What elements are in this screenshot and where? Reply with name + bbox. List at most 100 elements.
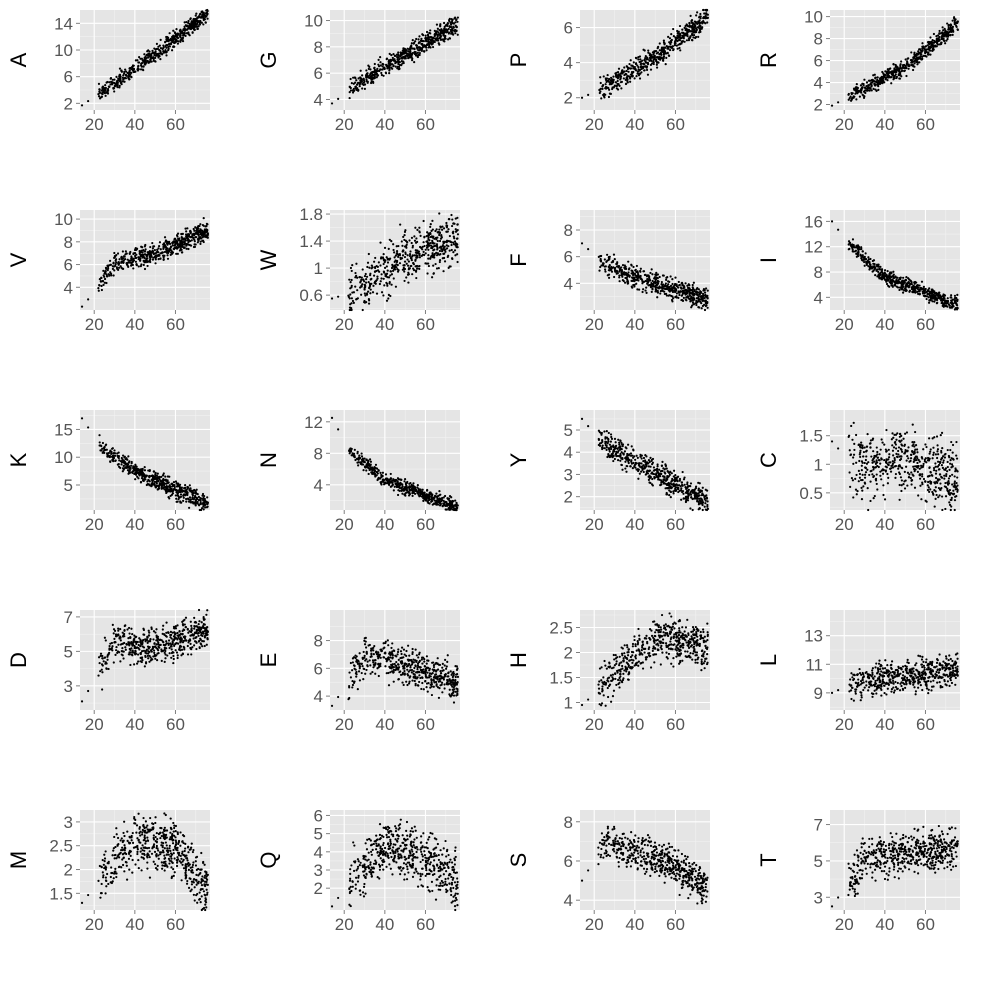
data-point: [664, 293, 666, 295]
data-point: [179, 32, 181, 34]
data-point: [193, 28, 195, 30]
data-point: [687, 295, 689, 297]
data-point: [361, 74, 363, 76]
data-point: [933, 296, 935, 298]
data-point: [933, 42, 935, 44]
data-point: [98, 290, 100, 292]
data-point: [699, 13, 701, 15]
data-point: [655, 289, 657, 291]
data-point: [697, 36, 699, 38]
data-point: [380, 280, 382, 282]
data-point: [892, 276, 894, 278]
data-point: [622, 264, 624, 266]
data-point: [587, 248, 589, 250]
data-point: [391, 273, 393, 275]
data-point: [119, 67, 121, 69]
data-point: [391, 59, 393, 61]
data-point: [900, 287, 902, 289]
data-point: [369, 286, 371, 288]
data-point: [887, 270, 889, 272]
data-point: [599, 255, 601, 257]
y-tick-label: 10: [804, 8, 823, 27]
data-point: [427, 236, 429, 238]
data-point: [952, 20, 954, 22]
data-point: [431, 43, 433, 45]
data-point: [892, 63, 894, 65]
data-point: [199, 21, 201, 23]
data-point: [370, 288, 372, 290]
data-point: [81, 104, 83, 106]
data-point: [905, 75, 907, 77]
data-point: [389, 281, 391, 283]
y-tick-label: 4: [564, 274, 573, 293]
data-point: [862, 250, 864, 252]
data-point: [651, 62, 653, 64]
data-point: [614, 270, 616, 272]
data-point: [337, 296, 339, 298]
data-point: [660, 54, 662, 56]
data-point: [415, 242, 417, 244]
data-point: [890, 82, 892, 84]
data-point: [648, 59, 650, 61]
data-point: [611, 80, 613, 82]
data-point: [953, 16, 955, 18]
data-point: [87, 298, 89, 300]
data-point: [906, 289, 908, 291]
data-point: [415, 251, 417, 253]
data-point: [158, 258, 160, 260]
data-point: [373, 76, 375, 78]
data-point: [610, 83, 612, 85]
data-point: [623, 77, 625, 79]
data-point: [678, 294, 680, 296]
data-point: [702, 305, 704, 307]
data-point: [403, 48, 405, 50]
data-point: [626, 77, 628, 79]
data-point: [893, 76, 895, 78]
data-point: [434, 37, 436, 39]
data-point: [123, 81, 125, 83]
data-point: [452, 232, 454, 234]
data-point: [443, 227, 445, 229]
data-point: [374, 270, 376, 272]
data-point: [207, 237, 209, 239]
data-point: [437, 252, 439, 254]
data-point: [856, 86, 858, 88]
data-point: [201, 12, 203, 14]
data-point: [163, 52, 165, 54]
data-point: [144, 268, 146, 270]
data-point: [933, 301, 935, 303]
data-point: [102, 284, 104, 286]
data-point: [145, 248, 147, 250]
data-point: [707, 290, 709, 292]
data-point: [662, 274, 664, 276]
data-point: [185, 35, 187, 37]
y-tick-label: 6: [64, 68, 73, 87]
data-point: [365, 278, 367, 280]
data-point: [947, 35, 949, 37]
data-point: [163, 245, 165, 247]
data-point: [112, 447, 114, 449]
data-point: [665, 57, 667, 59]
data-point: [617, 88, 619, 90]
data-point: [429, 226, 431, 228]
data-point: [874, 83, 876, 85]
data-point: [399, 262, 401, 264]
data-point: [429, 32, 431, 34]
data-point: [113, 90, 115, 92]
data-point: [388, 248, 390, 250]
x-tick-label: 40: [625, 115, 644, 134]
data-point: [386, 256, 388, 258]
data-point: [101, 89, 103, 91]
data-point: [349, 307, 351, 309]
data-point: [684, 282, 686, 284]
data-point: [162, 44, 164, 46]
data-point: [439, 253, 441, 255]
data-point: [645, 292, 647, 294]
data-point: [704, 309, 706, 311]
data-point: [171, 242, 173, 244]
data-point: [175, 38, 177, 40]
y-tick-label: 2: [64, 94, 73, 113]
data-point: [398, 68, 400, 70]
data-point: [872, 263, 874, 265]
